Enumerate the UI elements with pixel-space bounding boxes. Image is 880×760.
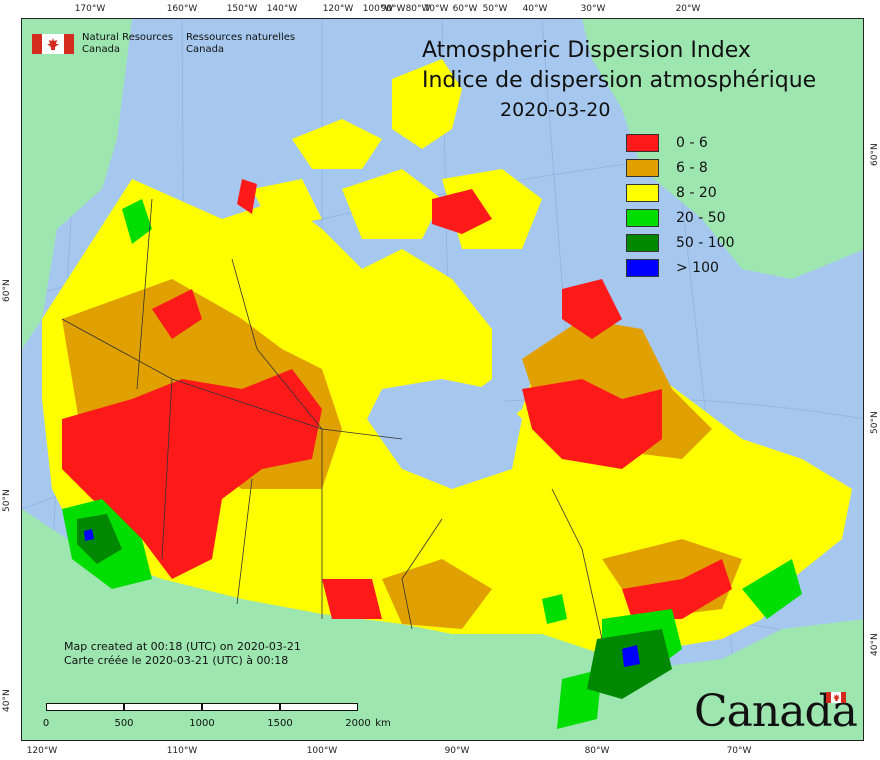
lon-tick-label: 20°W [675,4,701,14]
map-drawing [22,19,863,740]
lat-tick-label: 50°N [2,489,12,512]
lon-tick-label: 120°W [26,746,58,756]
lat-tick-label: 40°N [2,689,12,712]
lon-tick-label: 80°W [405,4,431,14]
org-name-en-line1: Natural Resources [82,32,174,43]
legend-swatch [626,259,659,277]
legend-label: > 100 [676,260,719,276]
alaska-land [22,19,132,349]
legend-label: 6 - 8 [676,160,708,176]
legend-swatch [626,209,659,227]
lon-tick-label: 100°W [362,4,394,14]
legend-swatch [626,159,659,177]
legend-label: 0 - 6 [676,135,708,151]
scale-segment [280,703,358,711]
scale-segment [124,703,202,711]
scale-label: 0 [42,718,50,729]
legend-label: 8 - 20 [676,185,717,201]
wordmark-flag-icon [826,692,846,703]
title-french: Indice de dispersion atmosphérique [422,68,817,93]
credit-french: Carte créée le 2020-03-21 (UTC) à 00:18 [64,654,289,667]
lon-tick-label: 40°W [522,4,548,14]
scale-segment [46,703,124,711]
lat-tick-label: 40°N [870,633,880,656]
lon-tick-label: 120°W [322,4,354,14]
lon-tick-label: 150°W [226,4,258,14]
org-name-en-line2: Canada [82,44,121,55]
legend-swatch [626,184,659,202]
scale-segment [202,703,280,711]
legend-label: 50 - 100 [676,235,735,251]
scale-label: 2000 [345,718,371,729]
hudson-bay [367,379,522,489]
legend-swatch [626,134,659,152]
canada-wordmark: Canada [694,690,858,734]
lon-tick-label: 70°W [423,4,449,14]
scale-label: 500 [114,718,134,729]
lon-tick-label: 60°W [452,4,478,14]
blue-zones [84,529,640,667]
lon-tick-label: 50°W [482,4,508,14]
credit-english: Map created at 00:18 (UTC) on 2020-03-21 [64,640,301,653]
scale-label: 1500 [267,718,293,729]
org-name-fr-line1: Ressources naturelles [186,32,296,43]
org-name-fr-line2: Canada [186,44,225,55]
lon-tick-label: 160°W [166,4,198,14]
lon-tick-label: 110°W [166,746,198,756]
lon-tick-label: 30°W [580,4,606,14]
lon-tick-label: 100°W [306,746,338,756]
province-borders [61,198,603,640]
greenland-land [582,19,863,279]
usa-land [22,509,863,740]
map-panel [21,18,864,741]
title-english: Atmospheric Dispersion Index [422,38,751,63]
lon-tick-label: 170°W [74,4,106,14]
lon-tick-label: 80°W [584,746,610,756]
map-date: 2020-03-20 [500,99,611,121]
legend-swatch [626,234,659,252]
map-credit: Map created at 00:18 (UTC) on 2020-03-21… [64,640,301,668]
lat-tick-label: 50°N [870,411,880,434]
canada-land [42,179,852,654]
canada-flag-icon [32,34,74,54]
lat-tick-label: 60°N [2,279,12,302]
lon-tick-label: 140°W [266,4,298,14]
legend-label: 20 - 50 [676,210,726,226]
scale-unit: km [375,718,391,729]
map-title: Atmospheric Dispersion Index Indice de d… [422,36,816,124]
lon-tick-label: 70°W [726,746,752,756]
lat-tick-label: 60°N [870,143,880,166]
lon-tick-label: 90°W [380,4,406,14]
lon-tick-label: 90°W [444,746,470,756]
scale-label: 1000 [189,718,215,729]
